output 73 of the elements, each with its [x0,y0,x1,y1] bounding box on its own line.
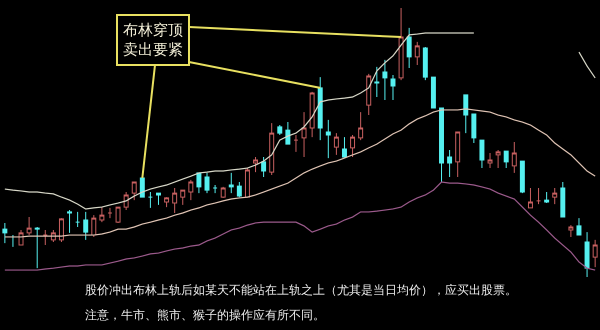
candlestick [236,182,242,198]
candlestick [124,192,129,211]
candlestick [212,184,218,194]
candlestick [463,94,468,134]
candlestick [430,76,436,109]
candlestick [552,187,558,205]
candlestick [99,206,104,223]
candlestick [512,141,517,174]
candlestick [536,187,542,205]
candlestick [293,134,298,152]
candlestick [2,222,8,244]
text: 注意，牛市、熊市、猴子的操作应有所不同。 [85,308,325,322]
candlestick [471,113,476,144]
candlestick [261,156,266,178]
candlestick [326,119,331,159]
candlestick [576,218,582,236]
candlestick [285,122,290,145]
candlestick [91,214,96,238]
candlestick [374,66,380,98]
candlestick [568,224,574,238]
candlestick [132,182,137,201]
candlestick [447,150,452,178]
candlestick [18,229,24,246]
candlestick [204,172,210,194]
candlestick [34,226,40,269]
candlestick [422,46,428,81]
candlestick [560,182,566,218]
candlestick [196,172,202,194]
candlestick [310,91,315,138]
candlestick [188,179,194,201]
candlestick [496,150,501,169]
candlestick [180,190,186,206]
candlestick [544,192,550,204]
candlestick [342,136,347,158]
candlestick [156,192,161,206]
candlestick [504,150,509,169]
candlestick [58,218,64,243]
candlestick [479,140,484,169]
candlestick [382,59,388,100]
annotation: 布林穿顶卖出要紧 [123,21,183,58]
candlestick [584,232,590,278]
candlestick [26,216,32,236]
candlestick [455,132,460,178]
candlestick [244,168,250,198]
candlestick [107,207,112,219]
candlestick [148,192,153,208]
candlestick [414,41,420,66]
candlestick [439,108,444,183]
candlestick [318,76,323,141]
candlestick [42,229,48,246]
candlestick [277,124,282,136]
candlestick [164,196,170,208]
candlestick [358,112,364,141]
candlestick [75,211,80,228]
candlestick [398,7,404,81]
candlestick [140,176,145,198]
candlestick [528,187,533,208]
candlestick [83,211,88,240]
candlestick [350,134,356,158]
candlestick [67,210,72,234]
candlestick [220,186,226,198]
candlestick [488,152,493,169]
candlestick [302,112,307,158]
candlestick [390,74,396,100]
candlestick [406,27,412,68]
candlestick [334,132,339,156]
candlestick [269,122,274,176]
candlestick [253,156,258,173]
candlestick [116,206,121,224]
candlestick [520,160,525,194]
candlestick [172,187,178,214]
text: 股价冲出布林上轨后如某天不能站在上轨之上（尤其是当日均价），应买出股票。 [85,283,517,297]
candlestick [228,172,234,194]
